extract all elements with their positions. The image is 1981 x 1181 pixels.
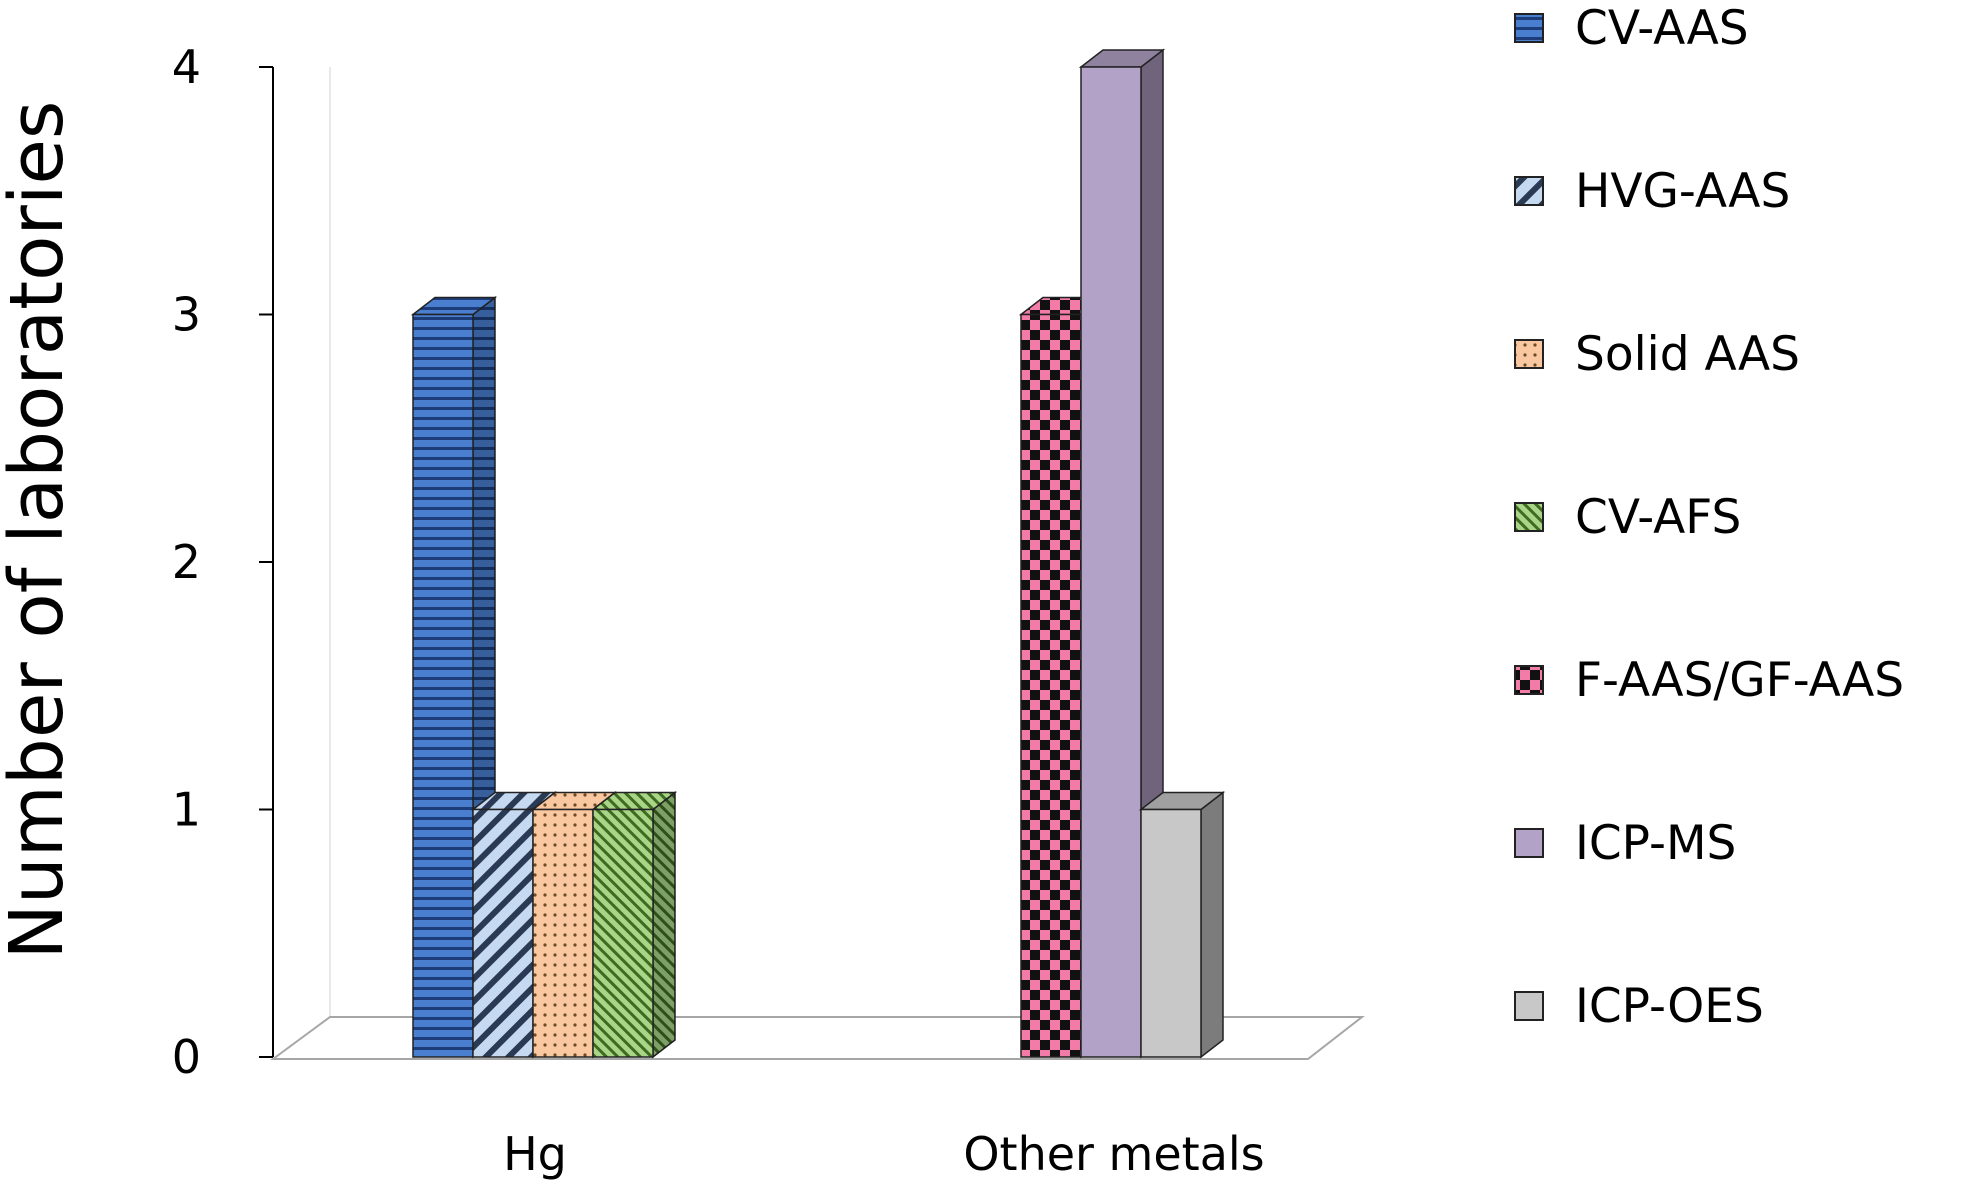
legend-swatch — [1514, 13, 1544, 43]
legend-label: CV-AFS — [1575, 490, 1741, 545]
bar-cv-aas-hg — [410, 295, 498, 1059]
legend-label: ICP-OES — [1575, 979, 1764, 1034]
legend-swatch — [1514, 828, 1544, 858]
x-axis: Hg Other metals — [503, 1127, 1265, 1181]
bar-icp-oes-other-metals — [1138, 790, 1226, 1059]
legend-item: ICP-OES — [1514, 979, 1764, 1034]
category-label: Hg — [503, 1127, 567, 1181]
legend-swatch — [1514, 502, 1544, 532]
y-tick-label: 3 — [172, 288, 201, 342]
legend-item: HVG-AAS — [1514, 164, 1790, 219]
legend-label: F-AAS/GF-AAS — [1575, 653, 1904, 708]
legend-label: HVG-AAS — [1575, 164, 1790, 219]
y-tick-label: 1 — [172, 783, 201, 837]
legend-label: CV-AAS — [1575, 1, 1749, 56]
legend-item: ICP-MS — [1514, 816, 1736, 871]
legend-swatch — [1514, 339, 1544, 369]
legend-item: F-AAS/GF-AAS — [1514, 653, 1904, 708]
y-tick-label: 4 — [172, 40, 201, 94]
legend-swatch — [1514, 176, 1544, 206]
legend-label: ICP-MS — [1575, 816, 1736, 871]
bars — [410, 48, 1226, 1059]
floor — [269, 1016, 1365, 1060]
legend-item: Solid AAS — [1514, 327, 1800, 382]
category-label: Other metals — [963, 1127, 1264, 1181]
y-axis: 0 1 2 3 4 — [172, 40, 273, 1084]
legend: CV-AAS HVG-AAS Solid AAS CV-AFS F-AAS/GF-AAS… — [1514, 1, 1904, 1034]
legend-swatch — [1514, 991, 1544, 1021]
bar-cv-afs-hg — [590, 790, 678, 1059]
legend-label: Solid AAS — [1575, 327, 1800, 382]
y-tick-label: 0 — [172, 1030, 201, 1084]
y-tick-label: 2 — [172, 535, 201, 589]
legend-swatch — [1514, 665, 1544, 695]
y-axis-title: Number of laboratories — [0, 101, 80, 960]
legend-item: CV-AFS — [1514, 490, 1741, 545]
legend-item: CV-AAS — [1514, 1, 1749, 56]
